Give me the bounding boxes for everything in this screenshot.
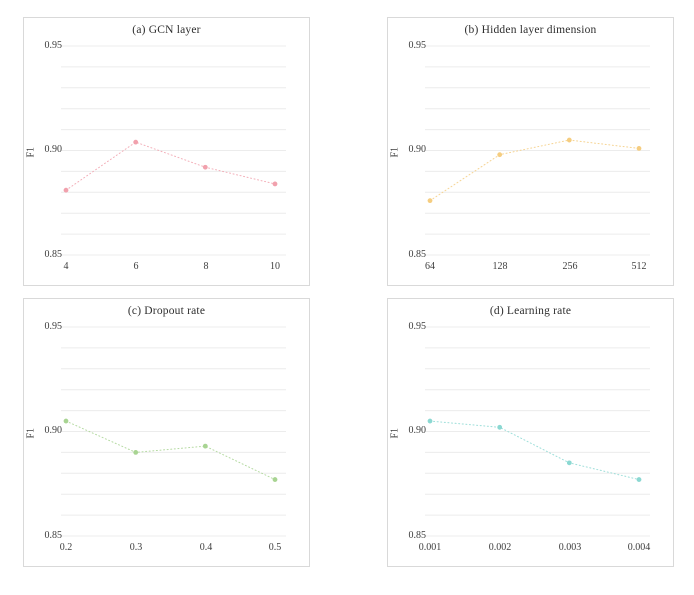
y-tick-label: 0.85: [44, 249, 63, 260]
y-tick-label: 0.95: [44, 321, 63, 332]
x-tick-label: 0.4: [199, 542, 213, 553]
chart-panel-hidden-dimension: (b) Hidden layer dimension F1 0.95 0.90 …: [387, 17, 674, 286]
y-tick-label: 0.90: [408, 144, 427, 155]
x-tick-label: 512: [631, 261, 647, 272]
x-tick-label: 0.5: [268, 542, 282, 553]
y-tick-label: 0.85: [44, 530, 63, 541]
y-tick-label: 0.90: [408, 425, 427, 436]
plot-area: [61, 45, 286, 256]
y-tick-label: 0.90: [44, 425, 63, 436]
chart-panel-learning-rate: (d) Learning rate F1 0.95 0.90 0.85 0.00…: [387, 298, 674, 567]
y-tick-label: 0.85: [408, 530, 427, 541]
x-tick-label: 8: [203, 261, 209, 272]
chart-title: (c) Dropout rate: [127, 305, 206, 317]
x-tick-label: 0.2: [59, 542, 73, 553]
y-tick-label: 0.95: [408, 40, 427, 51]
x-tick-label: 256: [562, 261, 578, 272]
y-tick-label: 0.90: [44, 144, 63, 155]
y-axis-label: F1: [389, 146, 401, 158]
y-tick-label: 0.95: [408, 321, 427, 332]
x-tick-label: 0.002: [488, 542, 512, 553]
x-tick-label: 4: [63, 261, 69, 272]
plot-area: [425, 326, 650, 537]
y-tick-label: 0.85: [408, 249, 427, 260]
plot-area: [61, 326, 286, 537]
x-tick-label: 128: [492, 261, 508, 272]
y-tick-label: 0.95: [44, 40, 63, 51]
y-axis-label: F1: [25, 146, 37, 158]
x-tick-label: 10: [270, 261, 280, 272]
x-tick-label: 6: [133, 261, 139, 272]
x-tick-label: 64: [425, 261, 435, 272]
plot-area: [425, 45, 650, 256]
chart-title: (b) Hidden layer dimension: [464, 24, 597, 36]
chart-title: (d) Learning rate: [489, 305, 572, 317]
x-tick-label: 0.3: [129, 542, 143, 553]
x-tick-label: 0.004: [627, 542, 651, 553]
chart-panel-gcn-layer: (a) GCN layer F1 0.95 0.90 0.85 4 6 8 10: [23, 17, 310, 286]
chart-title: (a) GCN layer: [132, 24, 201, 36]
x-tick-label: 0.003: [558, 542, 582, 553]
chart-panel-dropout-rate: (c) Dropout rate F1 0.95 0.90 0.85 0.2 0…: [23, 298, 310, 567]
y-axis-label: F1: [389, 427, 401, 439]
y-axis-label: F1: [25, 427, 37, 439]
x-tick-label: 0.001: [418, 542, 442, 553]
